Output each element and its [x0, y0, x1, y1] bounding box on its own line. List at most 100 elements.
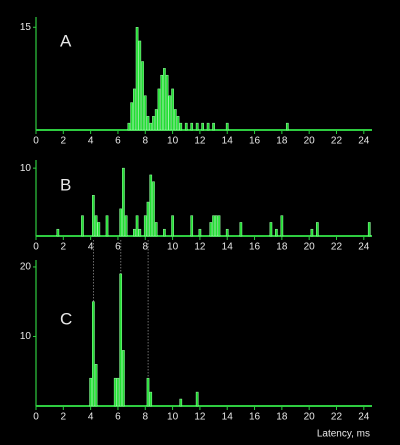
x-tick-label: 6 — [115, 136, 121, 147]
bar — [179, 122, 183, 131]
x-tick-label: 14 — [222, 412, 234, 423]
bar — [149, 122, 153, 131]
x-tick-label: 12 — [194, 136, 206, 147]
y-tick-label: 20 — [20, 262, 32, 273]
bar — [119, 273, 123, 407]
x-tick-label: 24 — [358, 412, 370, 423]
x-tick-label: 8 — [142, 136, 148, 147]
bar — [217, 215, 221, 237]
bar — [168, 95, 172, 131]
bar — [171, 88, 174, 131]
x-tick-label: 8 — [142, 242, 148, 253]
x-tick-label: 4 — [88, 412, 94, 423]
bar — [212, 215, 215, 237]
x-tick-label: 18 — [276, 242, 288, 253]
x-tick-label: 2 — [61, 412, 67, 423]
bar — [127, 122, 131, 131]
panel-label: C — [60, 309, 72, 328]
x-tick-label: 2 — [61, 136, 67, 147]
bar — [113, 377, 117, 407]
bar — [310, 228, 314, 237]
bar — [149, 391, 153, 407]
x-tick-label: 2 — [61, 242, 67, 253]
x-tick-label: 6 — [115, 412, 121, 423]
x-tick-label: 0 — [33, 412, 39, 423]
bar — [143, 95, 147, 131]
bar — [132, 228, 136, 237]
bar — [141, 61, 144, 131]
bar — [280, 215, 284, 237]
bar — [122, 167, 125, 237]
bar — [149, 174, 153, 237]
bar — [94, 215, 98, 237]
x-tick-label: 16 — [249, 412, 261, 423]
bar — [163, 228, 166, 237]
x-tick-label: 6 — [115, 242, 121, 253]
x-tick-label: 10 — [167, 242, 179, 253]
bar — [163, 68, 166, 131]
x-tick-label: 24 — [358, 136, 370, 147]
bar — [190, 122, 194, 131]
y-tick-label: 10 — [20, 331, 32, 342]
bar — [198, 228, 202, 237]
x-tick-label: 14 — [222, 136, 234, 147]
bar — [135, 27, 139, 131]
x-tick-label: 12 — [194, 242, 206, 253]
bar — [165, 74, 169, 131]
x-tick-label: 10 — [167, 136, 179, 147]
bar — [173, 109, 177, 131]
x-tick-label: 20 — [304, 242, 316, 253]
x-tick-label: 4 — [88, 242, 94, 253]
bar — [122, 350, 125, 407]
x-tick-label: 4 — [88, 136, 94, 147]
bar — [152, 181, 155, 237]
x-tick-label: 22 — [331, 242, 343, 253]
bar — [160, 74, 164, 131]
bar — [179, 398, 183, 407]
x-tick-label: 20 — [304, 412, 316, 423]
x-tick-label: 24 — [358, 242, 370, 253]
bar — [146, 116, 150, 131]
bar — [92, 195, 95, 237]
panel-label: A — [60, 31, 72, 50]
bar — [190, 215, 194, 237]
bar — [81, 215, 84, 237]
bar — [138, 40, 142, 131]
x-tick-label: 14 — [222, 242, 234, 253]
bar — [214, 215, 218, 237]
bar — [285, 122, 289, 131]
bar — [206, 122, 210, 131]
x-tick-label: 22 — [331, 412, 343, 423]
bar — [138, 228, 142, 237]
x-tick-label: 8 — [142, 412, 148, 423]
bar — [135, 215, 139, 237]
x-tick-label: 16 — [249, 242, 261, 253]
panel-label: B — [60, 175, 71, 194]
x-axis-label: Latency, ms — [317, 429, 370, 440]
bar — [119, 208, 123, 237]
bar — [367, 222, 371, 237]
x-tick-label: 12 — [194, 412, 206, 423]
bar — [152, 116, 155, 131]
x-tick-label: 20 — [304, 136, 316, 147]
x-tick-label: 18 — [276, 136, 288, 147]
x-tick-label: 18 — [276, 412, 288, 423]
bar — [124, 215, 128, 237]
bar — [195, 122, 199, 131]
bar — [225, 228, 229, 237]
bar — [105, 215, 109, 237]
bar — [132, 88, 136, 131]
bar — [89, 377, 92, 407]
bar — [184, 122, 188, 131]
bar — [143, 215, 147, 237]
bar — [94, 364, 98, 407]
bar — [316, 222, 319, 237]
bar — [154, 222, 158, 237]
bar — [269, 222, 273, 237]
bar — [195, 391, 199, 407]
x-tick-label: 0 — [33, 242, 39, 253]
bar — [212, 122, 215, 131]
y-tick-label: 10 — [20, 163, 32, 174]
bar — [201, 122, 204, 131]
